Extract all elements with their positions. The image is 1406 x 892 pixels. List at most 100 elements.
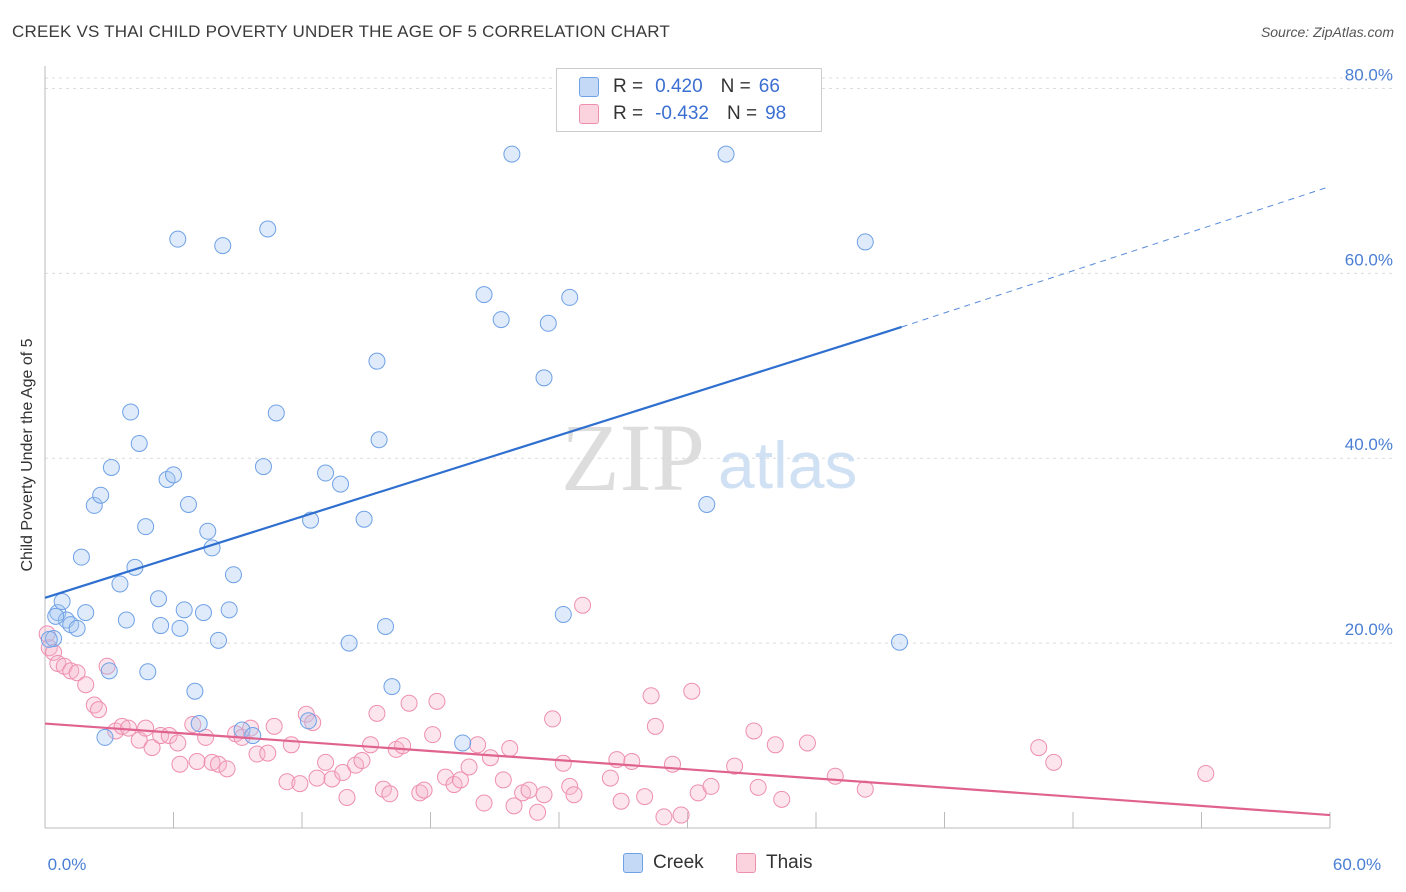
- y-tick-label: 60.0%: [1345, 250, 1393, 269]
- creek-point: [317, 464, 335, 482]
- creek-point: [355, 510, 373, 528]
- creek-swatch: [579, 77, 599, 97]
- creek-point: [85, 496, 103, 514]
- creek-point: [100, 662, 118, 680]
- creek-point: [111, 575, 129, 593]
- thais-point: [856, 780, 874, 798]
- creek-legend-label: Creek: [653, 852, 704, 873]
- creek-point: [130, 434, 148, 452]
- creek-point: [856, 233, 874, 251]
- thais-point: [278, 773, 296, 791]
- creek-n-label: N =: [720, 76, 751, 97]
- thais-point: [529, 803, 547, 821]
- axes: [44, 66, 1331, 829]
- thais-n-value: 98: [765, 103, 787, 124]
- thais-r-value: -0.432: [655, 103, 709, 124]
- creek-point: [179, 495, 197, 513]
- thais-point: [623, 752, 641, 770]
- series-legend: Creek Thais: [0, 852, 1406, 878]
- thais-point: [184, 715, 202, 733]
- thais-point: [535, 786, 553, 804]
- thais-point: [554, 754, 572, 772]
- creek-point: [368, 352, 386, 370]
- creek-point: [377, 617, 395, 635]
- thais-swatch: [579, 104, 599, 124]
- thais-point: [494, 771, 512, 789]
- thais-point: [381, 785, 399, 803]
- x-tick-label: 60.0%: [1333, 855, 1381, 874]
- thais-point: [1045, 753, 1063, 771]
- thais-point: [338, 788, 356, 806]
- creek-point: [698, 495, 716, 513]
- creek-point: [220, 601, 238, 619]
- thais-point: [171, 755, 189, 773]
- creek-point: [503, 145, 521, 163]
- thais-point: [646, 717, 664, 735]
- x-tick-label: 0.0%: [48, 855, 87, 874]
- tick-labels: 20.0% 40.0% 60.0% 80.0% 0.0% 60.0%: [48, 65, 1393, 874]
- thais-point: [766, 736, 784, 754]
- creek-point: [40, 630, 58, 648]
- source-label: Source: ZipAtlas.com: [1260, 24, 1394, 40]
- thais-point: [481, 749, 499, 767]
- thais-point: [702, 777, 720, 795]
- thais-point: [98, 657, 116, 675]
- creek-point: [139, 663, 157, 681]
- thais-point: [798, 734, 816, 752]
- thais-point: [428, 692, 446, 710]
- thais-legend-label: Thais: [766, 852, 813, 873]
- thais-point: [304, 714, 322, 732]
- thais-point: [636, 788, 654, 806]
- watermark-zip: ZIP: [561, 404, 705, 511]
- thais-point: [612, 792, 630, 810]
- creek-point: [554, 605, 572, 623]
- creek-point: [244, 727, 262, 745]
- thais-point: [749, 778, 767, 796]
- thais-point: [308, 769, 326, 787]
- thais-point: [469, 736, 487, 754]
- thais-point: [664, 755, 682, 773]
- creek-point: [122, 403, 140, 421]
- legend-item-creek: Creek: [623, 852, 704, 874]
- creek-point: [96, 728, 114, 746]
- thais-point: [642, 687, 660, 705]
- creek-point: [68, 619, 86, 637]
- creek-point: [224, 566, 242, 584]
- creek-point: [267, 404, 285, 422]
- thais-n-label: N =: [726, 103, 758, 124]
- creek-r-value: 0.420: [655, 76, 703, 97]
- creek-trend-line: [44, 325, 902, 599]
- thais-point: [565, 786, 583, 804]
- thais-point: [451, 771, 469, 789]
- thais-point: [415, 781, 433, 799]
- creek-point: [165, 466, 182, 484]
- thais-trend-line: [44, 722, 1331, 817]
- thais-point: [475, 794, 493, 812]
- creek-point: [717, 145, 735, 163]
- creek-r-label: R =: [613, 76, 644, 97]
- thais-point: [368, 704, 386, 722]
- creek-point: [475, 286, 493, 304]
- thais-point: [745, 722, 763, 740]
- thais-point: [317, 753, 335, 771]
- legend-row-creek: R = 0.420 N = 66: [579, 75, 780, 99]
- creek-point: [150, 590, 168, 608]
- thais-point: [655, 808, 673, 826]
- thais-point: [77, 676, 95, 694]
- creek-point: [259, 220, 277, 238]
- chart-title: CREEK VS THAI CHILD POVERTY UNDER THE AG…: [12, 22, 670, 41]
- watermark-atlas: atlas: [718, 428, 857, 502]
- y-tick-label: 80.0%: [1345, 65, 1393, 84]
- thais-point: [505, 797, 523, 815]
- y-tick-label: 40.0%: [1345, 435, 1393, 454]
- creek-point: [891, 633, 909, 651]
- creek-point: [199, 522, 217, 540]
- creek-point: [370, 431, 388, 449]
- creek-point: [190, 715, 208, 733]
- creek-point: [539, 314, 557, 332]
- thais-point: [90, 701, 108, 719]
- thais-point: [520, 781, 538, 799]
- creek-point: [117, 611, 135, 629]
- thais-point: [209, 755, 227, 773]
